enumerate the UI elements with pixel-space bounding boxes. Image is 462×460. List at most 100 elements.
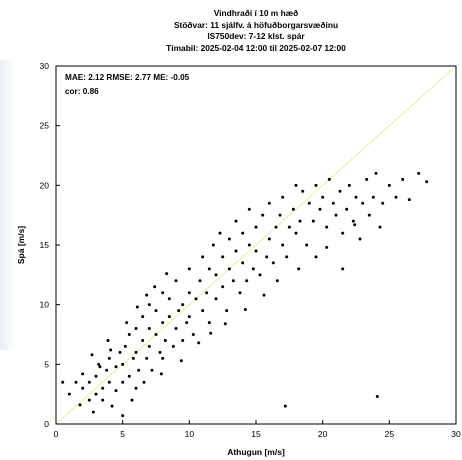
data-point [325,245,329,249]
data-point [123,344,127,348]
data-point [338,189,342,193]
data-point [301,189,305,193]
data-point [225,309,229,313]
data-point [134,350,138,354]
data-point [114,389,118,393]
data-point [381,201,385,205]
data-point [187,315,191,319]
data-point [98,365,102,369]
data-point [262,293,266,297]
y-tick-label: 20 [40,180,50,190]
y-tick-label: 10 [40,300,50,310]
data-point [135,305,139,309]
data-point [145,293,149,297]
data-point [161,321,165,325]
data-point [127,374,131,378]
x-tick-label: 0 [54,429,59,439]
data-point [267,201,271,205]
data-point [211,243,215,247]
data-point [227,237,231,241]
data-point [281,195,285,199]
data-point [127,333,131,336]
data-point [147,327,151,331]
data-point [314,255,318,259]
data-point [407,198,411,202]
data-point [131,356,135,360]
data-point [214,297,218,301]
data-point [161,291,165,295]
data-point [101,398,105,402]
data-point [194,297,198,301]
data-point [118,350,122,354]
data-point [134,327,138,331]
data-point [254,249,258,253]
y-tick-label: 30 [40,61,50,71]
data-point [91,410,95,414]
data-point [81,386,85,390]
title-line-3: IS750dev: 7-12 klst. spár [207,31,305,41]
data-point [231,279,235,283]
data-point [106,338,110,342]
x-tick-label: 20 [318,429,328,439]
data-point [161,356,165,360]
data-point [74,380,78,384]
left-edge-strip [0,60,14,350]
data-point [361,201,365,205]
data-point [187,291,191,295]
data-point [425,180,429,184]
data-point [374,171,378,175]
data-point [278,213,282,217]
chart-title: Vindhraði í 10 m hæð Stöðvar: 11 sjálfv.… [56,8,456,54]
data-point [185,321,189,325]
data-point [90,353,94,357]
data-point [130,398,134,402]
y-tick-label: 25 [40,121,50,131]
data-point [265,255,269,259]
y-axis-label: Spá [m/s] [16,226,26,264]
data-point [227,267,231,271]
data-point [294,183,298,187]
title-line-2: Stöðvar: 11 sjálfv. á höfuðborgarsvæðinu [173,19,339,30]
data-point [307,201,311,205]
data-point [107,356,111,360]
data-point [287,225,291,229]
data-point [107,380,111,384]
data-point [153,285,157,289]
data-point [171,344,175,348]
data-point [221,285,225,289]
data-point [214,273,218,277]
data-point [121,414,125,418]
data-point [179,359,183,363]
data-point [243,307,247,311]
data-points [61,171,429,418]
data-point [181,338,185,342]
data-point [345,207,349,211]
data-point [154,333,158,336]
data-point [247,243,251,247]
data-point [154,309,158,313]
data-point [238,291,242,295]
data-point [150,368,154,372]
title-line-4: Tímabil: 2025-02-04 12:00 til 2025-02-07… [166,42,346,53]
data-point [105,368,109,372]
data-point [365,177,369,181]
data-point [174,327,178,331]
data-point [177,309,181,313]
data-point [174,279,178,283]
data-point [158,350,162,354]
data-point [378,225,382,229]
data-point [109,348,113,352]
data-point [181,303,185,307]
data-point [314,183,318,187]
stats-text-correlation: cor: 0.86 [65,87,99,96]
data-point [318,207,322,211]
stats-text-errors: MAE: 2.12 RMSE: 2.77 ME: -0.05 [65,73,190,82]
data-point [285,255,289,259]
data-point [325,225,329,229]
data-point [245,279,249,283]
data-point [331,201,335,205]
data-point [61,380,65,384]
data-point [209,331,213,335]
data-point [141,315,145,319]
